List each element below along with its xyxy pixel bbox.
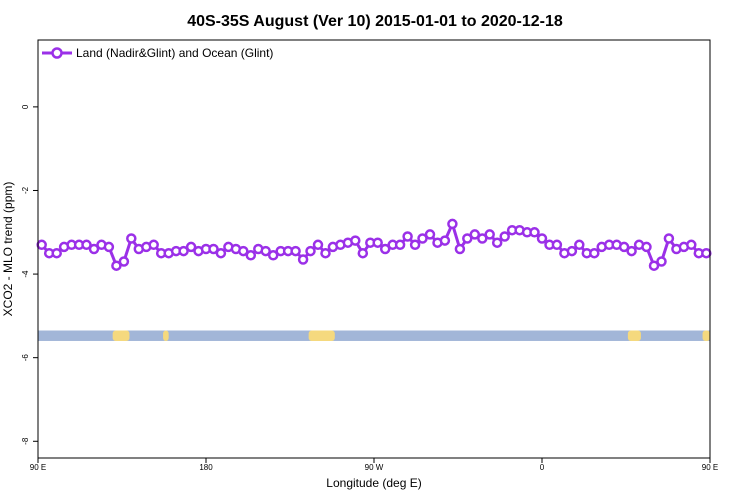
data-point [648,260,660,271]
data-point [51,247,62,259]
y-tick-label: -2 [21,186,30,194]
data-point [439,235,451,246]
x-axis: 90 E 180 90 W 0 90 E [30,458,718,472]
data-point [185,241,197,253]
data-point [372,237,383,248]
data-point [320,247,331,259]
data-point [111,260,122,271]
data-point [312,239,324,251]
data-point [245,250,257,261]
data-point [81,239,92,251]
y-tick-label: -6 [21,354,30,362]
data-point [447,218,458,230]
land-segment [112,330,130,341]
data-point [118,256,130,267]
data-point [484,229,495,240]
x-axis-label: Longitude (deg E) [326,476,421,490]
data-point [454,243,466,255]
data-point [290,245,301,257]
data-point [238,245,249,257]
data-point [626,245,637,257]
data-point [36,239,47,251]
data-point [178,245,189,257]
y-tick-label: -4 [21,270,30,278]
surface-strip [38,330,710,341]
ocean-band [38,330,710,341]
data-point [260,245,271,257]
land-segment [627,330,641,341]
x-tick-label: 180 [199,463,213,472]
data-point [536,233,548,244]
data-point [394,239,406,251]
y-tick-label: 0 [21,104,30,109]
data-point [589,247,600,259]
data-point [656,256,667,267]
legend-marker-swatch [51,47,63,59]
chart-title: 40S-35S August (Ver 10) 2015-01-01 to 20… [187,13,563,30]
data-point [297,254,309,265]
x-tick-label: 90 E [30,463,46,472]
data-point [663,233,675,244]
x-tick-label: 0 [540,463,545,472]
x-tick-label: 90 E [702,463,718,472]
y-axis-label: XCO2 - MLO trend (ppm) [1,182,15,317]
data-point [402,231,413,242]
data-point [305,245,316,257]
legend-entry-label: Land (Nadir&Glint) and Ocean (Glint) [76,46,273,60]
data-point [462,233,473,244]
data-point [566,245,578,257]
data-point [350,235,361,246]
data-point [701,247,712,259]
data-point [551,239,563,251]
land-segment [308,330,335,341]
data-point [267,250,279,261]
data-point [424,229,436,240]
data-point [215,247,227,259]
y-axis: 0 -2 -4 -6 -8 [21,104,38,445]
data-point [477,233,488,244]
y-tick-label: -8 [21,437,30,445]
data-point [529,227,540,238]
data-point [417,233,428,244]
data-point [641,241,652,253]
data-point [469,229,481,240]
land-segment [702,330,710,341]
data-point [357,247,369,259]
series-layer [36,218,712,271]
x-tick-label: 90 W [365,463,384,472]
data-point [126,233,137,244]
data-point [409,239,421,251]
legend: Land (Nadir&Glint) and Ocean (Glint) [42,46,273,60]
data-point [686,239,697,251]
data-point [103,241,115,253]
data-point [379,243,391,255]
data-point [148,239,159,251]
data-point [499,231,510,242]
data-point [491,237,503,248]
land-segment [163,330,169,341]
data-point [618,241,630,253]
data-point [208,243,219,255]
data-point [88,243,100,255]
data-point [574,239,585,251]
